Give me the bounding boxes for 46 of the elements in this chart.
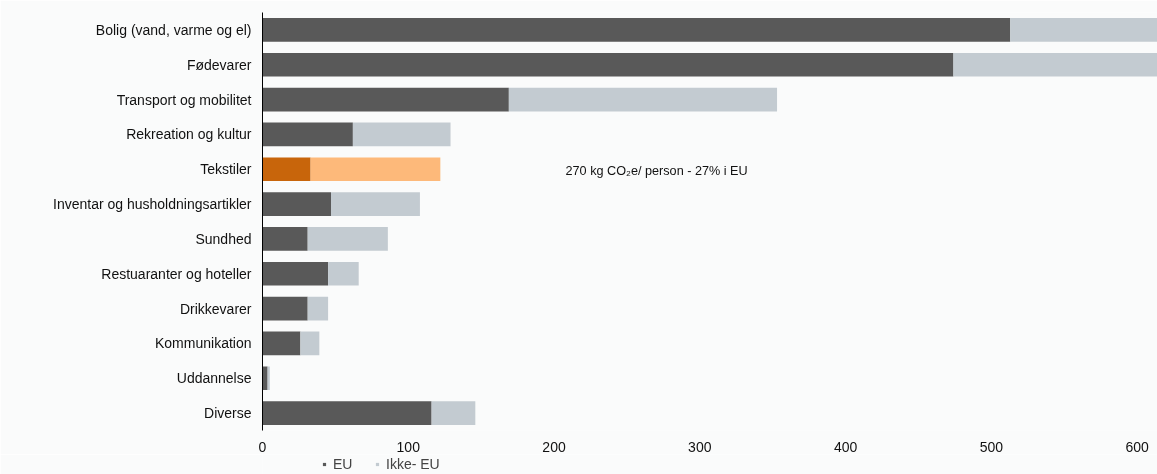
y-tick-label: Transport og mobilitet — [116, 91, 252, 108]
bar — [262, 157, 311, 182]
y-tick-label: Tekstiler — [200, 161, 252, 178]
bar — [262, 331, 301, 356]
legend-label: Ikke- EU — [386, 456, 440, 472]
y-tick-label: Drikkevarer — [179, 300, 252, 317]
y-tick-label: Fødevarer — [186, 56, 252, 73]
bar — [262, 192, 332, 216]
y-tick-label: Rekreation og kultur — [126, 126, 252, 143]
bar — [431, 401, 476, 425]
bar — [307, 227, 388, 251]
y-tick-label: Kommunikation — [155, 335, 252, 352]
x-tick-label: 100 — [396, 438, 421, 455]
y-tick-label: Restuaranter og hoteller — [101, 265, 252, 282]
bar — [331, 192, 420, 216]
y-tick-label: Diverse — [204, 405, 252, 422]
x-tick-label: 200 — [542, 438, 566, 455]
bar — [262, 52, 954, 77]
annotation: 270 kg CO₂e/ person - 27% i EU — [565, 163, 748, 178]
x-tick-label: 500 — [979, 438, 1004, 455]
y-tick-label: Inventar og husholdningsartikler — [53, 196, 252, 213]
bar — [262, 401, 432, 425]
x-tick-label: 600 — [1125, 438, 1149, 455]
bar — [352, 122, 451, 147]
bar — [262, 296, 308, 321]
y-tick-label: Sundhed — [195, 230, 252, 247]
x-tick-label: 300 — [688, 438, 712, 455]
bar — [300, 331, 320, 356]
bar — [328, 261, 359, 286]
x-tick-label: 0 — [258, 438, 267, 455]
bar — [267, 366, 270, 391]
bar — [953, 52, 1157, 77]
bar — [307, 296, 329, 321]
x-tick-label: 400 — [833, 438, 858, 455]
bar — [262, 261, 329, 286]
bar — [262, 18, 1011, 42]
legend-label: EU — [333, 456, 353, 472]
bar — [262, 366, 268, 391]
bar — [508, 87, 778, 112]
bar — [262, 122, 353, 147]
bar — [310, 157, 441, 182]
y-tick-label: Bolig (vand, varme og el) — [95, 21, 252, 38]
bar — [1010, 18, 1157, 42]
bar — [262, 227, 308, 251]
y-tick-label: Uddannelse — [176, 370, 252, 387]
bar — [262, 87, 509, 112]
